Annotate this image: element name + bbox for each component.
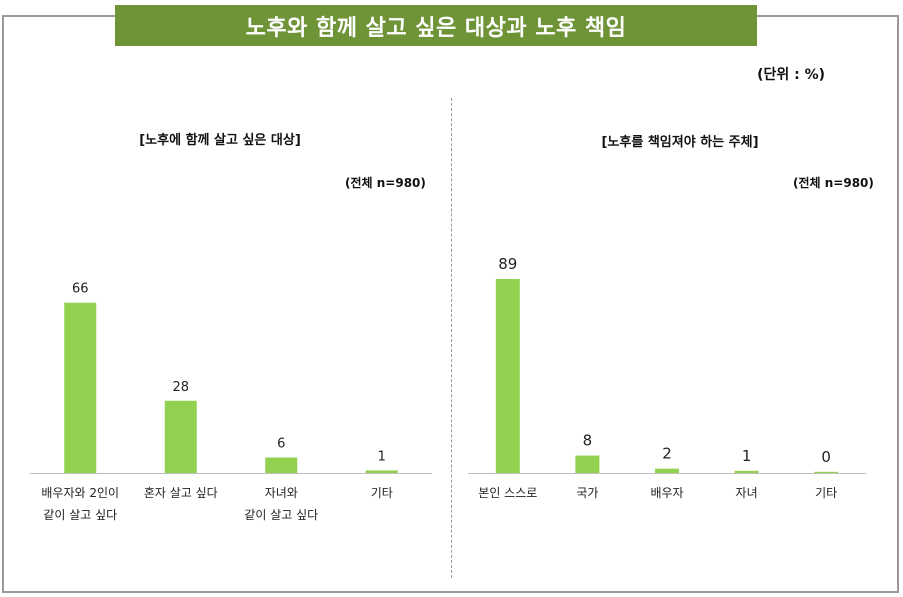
left-bar-0 (64, 302, 97, 473)
right-category-label-3: 자녀 (736, 486, 758, 500)
left-chart-title: [노후에 함께 살고 싶은 대상] (139, 133, 301, 148)
right-category-label-1: 국가 (576, 486, 598, 500)
left-category-label-2: 자녀와 같이 살고 싶다 (244, 486, 318, 522)
left-category-label-0: 배우자와 2인이 같이 살고 싶다 (41, 486, 119, 522)
left-bar-1 (164, 400, 197, 473)
left-bar-3 (365, 470, 398, 473)
right-chart-title: [노후를 책임져야 하는 주체] (601, 135, 759, 150)
left-category-label-3: 기타 (371, 486, 393, 500)
page-title: 노후와 함께 살고 싶은 대상과 노후 책임 (115, 5, 757, 46)
right-bar-0 (495, 278, 520, 473)
right-data-label-4: 0 (821, 448, 831, 466)
unit-label: (단위 : %) (757, 67, 825, 83)
left-data-label-1: 28 (172, 380, 189, 395)
right-data-label-2: 2 (662, 445, 672, 463)
right-bar-1 (575, 455, 600, 473)
right-chart-base: (전체 n=980) (793, 176, 874, 190)
right-bar-3 (734, 470, 759, 473)
right-category-label-2: 배우자 (650, 486, 683, 500)
right-data-label-0: 89 (498, 255, 517, 273)
right-category-label-4: 기타 (815, 486, 837, 500)
right-data-label-1: 8 (583, 432, 593, 450)
left-data-label-2: 6 (277, 437, 285, 452)
left-category-label-1: 혼자 살고 싶다 (144, 486, 218, 500)
left-data-label-3: 1 (378, 449, 386, 464)
right-bar-2 (655, 468, 679, 473)
panel-divider (451, 98, 452, 578)
left-bar-2 (265, 457, 298, 473)
left-chart-base: (전체 n=980) (345, 176, 426, 190)
right-data-label-3: 1 (742, 447, 752, 465)
left-data-label-0: 66 (72, 282, 89, 297)
right-category-label-0: 본인 스스로 (478, 486, 537, 500)
right-bar-4 (814, 471, 839, 473)
